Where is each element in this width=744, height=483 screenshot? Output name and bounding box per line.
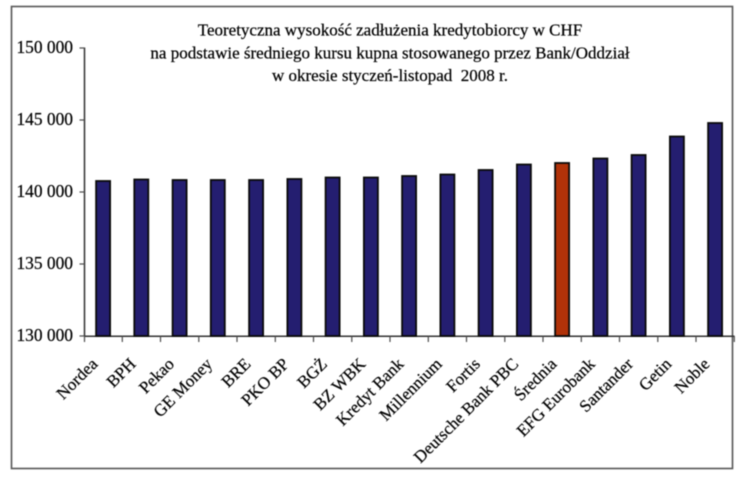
svg-text:Getin: Getin xyxy=(635,354,675,394)
svg-text:w okresie styczeń-listopad 20: w okresie styczeń-listopad 2008 r. xyxy=(272,66,508,85)
svg-text:135 000: 135 000 xyxy=(16,253,73,273)
svg-text:145 000: 145 000 xyxy=(16,109,73,129)
svg-text:na podstawie średniego kursu k: na podstawie średniego kursu kupna stoso… xyxy=(150,43,629,62)
svg-text:Teoretyczna wysokość zadłużeni: Teoretyczna wysokość zadłużenia kredytob… xyxy=(198,21,583,40)
svg-text:150 000: 150 000 xyxy=(16,37,73,57)
svg-text:Nordea: Nordea xyxy=(53,354,102,403)
svg-text:BPH: BPH xyxy=(103,354,140,391)
svg-text:130 000: 130 000 xyxy=(16,325,73,345)
svg-text:Noble: Noble xyxy=(671,354,714,397)
svg-text:140 000: 140 000 xyxy=(16,181,73,201)
